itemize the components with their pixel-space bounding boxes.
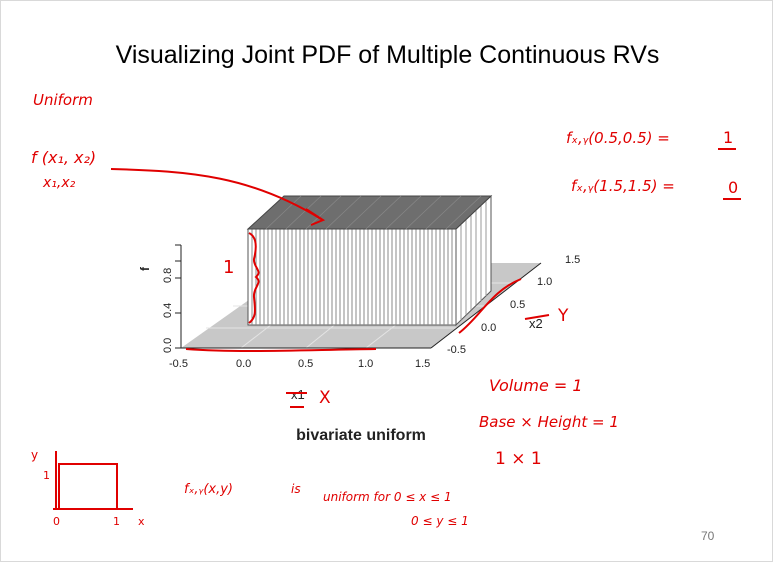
- x1-axis-highlight: [185, 348, 377, 353]
- red-annotations: Uniform f (x₁, x₂) x₁,x₂ 1 X Y fₓ,ᵧ(0.5,…: [31, 91, 741, 528]
- z-tick-2: 0.8: [162, 268, 174, 283]
- x1-tick-3: 1.0: [358, 358, 373, 370]
- x2-axis: -0.5 0.0 0.5 1.0 1.5 x2: [430, 254, 580, 356]
- z-tick-1: 0.4: [162, 303, 174, 318]
- vars-note: x₁,x₂: [42, 175, 76, 191]
- box-side-hatch: [460, 201, 487, 320]
- x1-axis-label: x1: [291, 387, 305, 402]
- z-tick-0: 0.0: [162, 338, 174, 353]
- box-top-hatch: [265, 195, 482, 230]
- height-one-note: 1: [223, 257, 234, 278]
- plot-caption: bivariate uniform: [296, 427, 426, 444]
- fxy-note: fₓ,ᵧ(x,y): [184, 482, 233, 497]
- eq2-rhs: 0: [728, 178, 738, 197]
- y-range-note: 0 ≤ y ≤ 1: [411, 514, 469, 528]
- x2-tick-4: 1.5: [565, 254, 580, 266]
- sketch-one-y: 1: [43, 469, 50, 482]
- uniform-note: Uniform: [33, 91, 93, 109]
- x2-tick-0: -0.5: [447, 344, 466, 356]
- is-note: is: [291, 482, 301, 496]
- eq2-lhs: fₓ,ᵧ(1.5,1.5) =: [571, 177, 675, 195]
- x2-tick-1: 0.0: [481, 322, 496, 334]
- y-letter-note: Y: [557, 306, 569, 326]
- x1-tick-0: -0.5: [169, 358, 188, 370]
- slide-title: Visualizing Joint PDF of Multiple Contin…: [115, 41, 660, 69]
- sketch-zero: 0: [53, 515, 60, 528]
- x2-tick-3: 1.0: [537, 276, 552, 288]
- sketch-x-label: x: [138, 515, 145, 528]
- x2-axis-highlight: [458, 278, 522, 334]
- sketch-y-label: y: [31, 448, 38, 462]
- eq1-rhs: 1: [723, 128, 733, 147]
- page-number: 70: [701, 529, 715, 543]
- x1-tick-2: 0.5: [298, 358, 313, 370]
- arrow-to-surface: [110, 168, 322, 220]
- z-axis-label: f: [138, 266, 152, 271]
- sketch-one-x: 1: [113, 515, 120, 528]
- base-height-note: Base × Height = 1: [479, 413, 619, 431]
- eq1-lhs: fₓ,ᵧ(0.5,0.5) =: [566, 129, 670, 147]
- volume-note: Volume = 1: [489, 376, 583, 395]
- sketch-unit-square: [58, 463, 118, 510]
- x1-tick-4: 1.5: [415, 358, 430, 370]
- x2-tick-2: 0.5: [510, 299, 525, 311]
- joint-f-note: f (x₁, x₂): [31, 148, 96, 167]
- x1-axis: -0.5 0.0 0.5 1.0 1.5 x1: [169, 347, 431, 402]
- uniform-box-top: [246, 195, 493, 230]
- one-times-one-note: 1 × 1: [495, 449, 542, 469]
- x2-axis-label: x2: [529, 316, 543, 331]
- uniform-for-note: uniform for 0 ≤ x ≤ 1: [323, 490, 452, 504]
- z-axis: 0.0 0.4 0.8 f: [138, 244, 182, 353]
- x1-tick-1: 0.0: [236, 358, 251, 370]
- x-letter-note: X: [319, 388, 331, 408]
- box-front-hatch: [251, 229, 453, 325]
- height-brace: [248, 232, 260, 324]
